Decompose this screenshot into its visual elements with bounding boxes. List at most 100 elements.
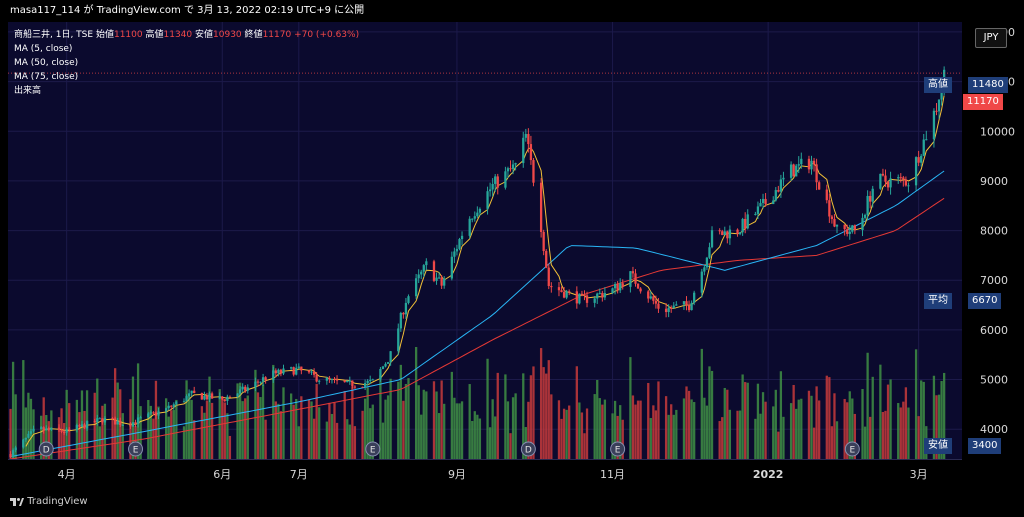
candle	[884, 169, 887, 187]
candle	[772, 196, 775, 205]
event-marker[interactable]: E	[128, 441, 144, 457]
candle-body	[272, 370, 275, 381]
candle-body	[810, 160, 813, 170]
candle-body	[277, 369, 280, 374]
candle	[550, 282, 553, 293]
candle-body	[486, 191, 489, 209]
event-label: E	[133, 446, 139, 456]
volume-bar	[371, 404, 374, 459]
candle	[596, 292, 599, 304]
candle-body	[598, 292, 601, 294]
candle-body	[675, 304, 678, 306]
candle	[389, 350, 392, 366]
event-marker[interactable]: E	[610, 441, 626, 457]
volume-bar	[458, 403, 461, 459]
candle	[149, 410, 152, 415]
brand-text: TradingView	[27, 496, 88, 507]
candle-body	[550, 286, 553, 288]
candle	[619, 278, 622, 293]
candle-body	[414, 278, 418, 297]
event-marker[interactable]: E	[844, 441, 860, 457]
candle	[460, 231, 464, 246]
legend: 商船三井, 1日, TSE 始値11100 高値11340 安値10930 終値…	[14, 28, 359, 98]
candle	[116, 417, 119, 425]
y-tick-label: 8000	[980, 225, 1008, 238]
candle-body	[9, 454, 12, 458]
candle-body	[761, 198, 765, 204]
candle	[307, 369, 311, 374]
candle	[672, 302, 675, 309]
legend-ma50[interactable]: MA (50, close)	[14, 58, 79, 68]
candle-body	[29, 431, 33, 434]
volume-bar	[899, 407, 902, 459]
candle-body	[116, 421, 119, 425]
candle	[62, 430, 66, 435]
candle	[723, 226, 726, 236]
candle	[312, 368, 316, 378]
candle	[830, 214, 834, 224]
volume-bar	[568, 405, 571, 459]
candle-body	[417, 274, 420, 279]
candle	[756, 201, 760, 220]
candle-body	[223, 399, 226, 401]
volume-bar	[397, 381, 400, 459]
candle-body	[111, 418, 114, 420]
candle	[629, 271, 632, 293]
candle	[562, 286, 566, 299]
candle-body	[93, 421, 96, 423]
candle	[754, 211, 757, 216]
candle-body	[647, 291, 650, 299]
candle	[414, 273, 418, 300]
volume-bar	[782, 416, 785, 459]
candle	[738, 232, 742, 236]
candle	[904, 176, 908, 187]
y-tick-label: 5000	[980, 374, 1008, 387]
event-marker[interactable]: D	[520, 441, 536, 457]
candle-body	[524, 133, 527, 138]
candle-body	[744, 218, 747, 229]
legend-ma5[interactable]: MA (5, close)	[14, 44, 73, 54]
candle	[154, 411, 158, 420]
candle	[208, 391, 211, 403]
legend-volume[interactable]: 出来高	[14, 86, 42, 96]
volume-bar	[50, 410, 53, 459]
candle-body	[621, 283, 624, 287]
candle	[741, 217, 744, 236]
volume-bar	[616, 415, 619, 459]
candle-body	[818, 182, 821, 190]
candle-body	[167, 405, 170, 409]
candle-body	[800, 158, 803, 165]
candle-body	[700, 271, 703, 293]
candle-body	[616, 284, 619, 291]
volume-bar	[282, 387, 285, 459]
candle-body	[545, 251, 548, 268]
event-marker[interactable]: D	[38, 441, 54, 457]
candle	[111, 417, 114, 420]
currency-button[interactable]: JPY	[975, 28, 1007, 48]
volume-bar	[60, 408, 63, 459]
gridlines	[8, 22, 962, 459]
time-axis[interactable]: 4月 6月 7月 9月 11月 2022 3月	[8, 459, 962, 490]
volume-bar	[935, 395, 938, 459]
volume-bar	[333, 402, 336, 459]
candle	[649, 291, 652, 300]
volume-bar	[363, 398, 367, 459]
tradingview-logo[interactable]: TradingView	[10, 496, 88, 507]
candle	[917, 150, 920, 167]
event-marker[interactable]: E	[365, 441, 381, 457]
legend-ma75[interactable]: MA (75, close)	[14, 72, 79, 82]
candle-body	[833, 218, 836, 227]
candle	[848, 224, 851, 240]
volume-bar	[675, 409, 678, 459]
candle	[328, 376, 331, 383]
candle-body	[261, 377, 265, 382]
volume-bar	[652, 405, 655, 459]
candle-body	[348, 380, 351, 382]
candle-body	[11, 450, 15, 458]
volume-bar	[121, 413, 124, 459]
candle	[369, 375, 372, 384]
candle-body	[601, 292, 604, 298]
volume-bar	[738, 410, 742, 459]
